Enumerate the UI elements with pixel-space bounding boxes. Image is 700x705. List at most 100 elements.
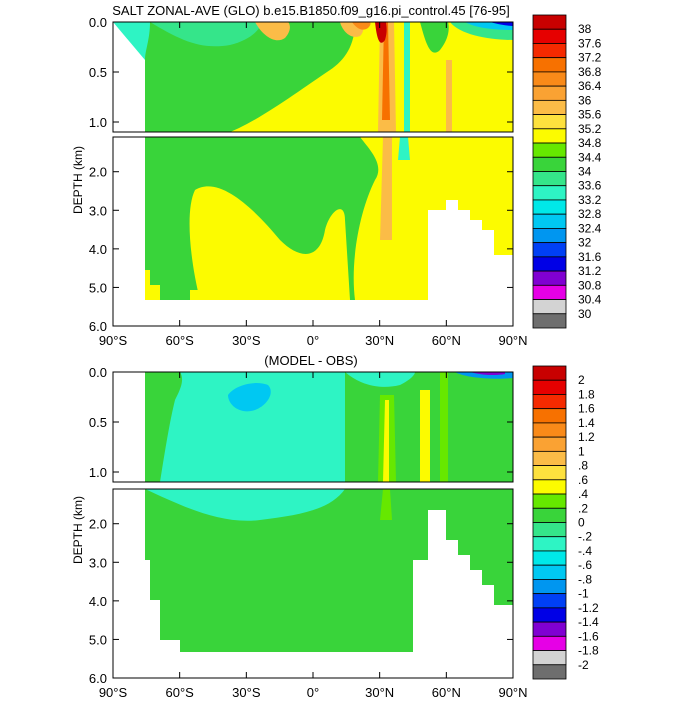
colorbar-box [532, 365, 567, 381]
colorbar-label: -.2 [578, 530, 592, 544]
colorbar-box [532, 550, 567, 566]
colorbar-label: -1.4 [578, 615, 599, 629]
y-tick-label: 5.0 [89, 632, 107, 647]
colorbar-box [532, 664, 567, 680]
seafloor-mask [113, 300, 428, 326]
y-tick-label: 1.0 [89, 465, 107, 480]
x-tick-label: 0° [307, 685, 319, 700]
x-tick-label: 60°N [432, 333, 461, 348]
colorbar-label: 32.4 [578, 221, 602, 235]
colorbar-box [532, 57, 567, 73]
panel-salt: SALT ZONAL-AVE (GLO) b.e15.B1850.f09_g16… [71, 3, 602, 348]
x-tick-label: 90°S [99, 333, 128, 348]
land-arctic-deep [428, 200, 513, 326]
region-southern-surface [113, 22, 150, 60]
colorbar-box [532, 408, 567, 424]
colorbar-box [532, 635, 567, 651]
colorbar-box [532, 270, 567, 286]
region-north-atl-salty [446, 60, 452, 132]
y-tick-label: 3.0 [89, 203, 107, 218]
colorbar-label: 37.2 [578, 51, 602, 65]
colorbar-label: 31.6 [578, 250, 602, 264]
colorbar-box [532, 313, 567, 329]
colorbar-box [532, 142, 567, 158]
y-axis-label: DEPTH (km) [71, 146, 85, 214]
y-ticks-upper: 0.0 0.5 1.0 [89, 365, 513, 480]
colorbar-label: 1.4 [578, 416, 595, 430]
colorbar-label: 2 [578, 373, 585, 387]
field-deep-zero [145, 489, 513, 652]
colorbar-label: 38 [578, 22, 592, 36]
x-ticks: 90°S 60°S 30°S 0° 30°N 60°N 90°N [99, 372, 528, 700]
colorbar-box [532, 242, 567, 258]
region-med-deep-pos [380, 489, 392, 520]
y-tick-label: 2.0 [89, 517, 107, 532]
colorbar-box [532, 564, 567, 580]
colorbar-box [532, 422, 567, 438]
x-tick-label: 30°N [365, 333, 394, 348]
panel-diff: (MODEL - OBS) DEPTH (km) [71, 353, 599, 700]
upper-plot-area [112, 371, 514, 483]
colorbar-label: -2 [578, 658, 589, 672]
x-tick-label: 30°S [232, 333, 261, 348]
colorbar: 21.81.61.41.21.8.6.4.20-.2-.4-.6-.8-1-1.… [532, 365, 599, 680]
colorbar-box [532, 156, 567, 172]
region-36.4 [352, 22, 371, 30]
colorbar-box [532, 213, 567, 229]
colorbar-box [532, 128, 567, 144]
region-34.4 [150, 22, 262, 47]
colorbar-label: 34.4 [578, 150, 602, 164]
panel-title: (MODEL - OBS) [264, 353, 357, 368]
y-tick-label: 1.0 [89, 115, 107, 130]
colorbar-label: 1.8 [578, 387, 595, 401]
region-arctic-fresh [404, 22, 410, 132]
colorbar: 3837.637.236.836.43635.635.234.834.43433… [532, 14, 602, 329]
y-tick-label: 0.0 [89, 15, 107, 30]
y-tick-label: 2.0 [89, 165, 107, 180]
colorbar-box [532, 479, 567, 495]
colorbar-label: 30.4 [578, 293, 602, 307]
colorbar-box [532, 199, 567, 215]
y-tick-label: 5.0 [89, 280, 107, 295]
x-tick-label: 30°S [232, 685, 261, 700]
colorbar-label: 32.8 [578, 207, 602, 221]
x-tick-label: 60°S [165, 685, 194, 700]
colorbar-box [532, 299, 567, 315]
colorbar-box [532, 99, 567, 115]
colorbar-label: .4 [578, 487, 588, 501]
region-north-atl-pos [420, 390, 430, 482]
region-deep-salty [189, 186, 350, 300]
land-arctic-deep [413, 510, 513, 678]
colorbar-label: -1.6 [578, 629, 599, 643]
colorbar-label: 36.8 [578, 65, 602, 79]
colorbar-label: 30 [578, 307, 592, 321]
colorbar-label: 35.6 [578, 108, 602, 122]
region-minus-0.4 [228, 383, 271, 412]
region-neg-north [345, 372, 415, 387]
colorbar-label: .6 [578, 473, 588, 487]
colorbar-label: 37.6 [578, 36, 602, 50]
region-red-sea [375, 22, 387, 43]
colorbar-label: 1 [578, 444, 585, 458]
region-35.6 [255, 22, 290, 41]
colorbar-box [532, 379, 567, 395]
y-ticks-lower: 2.0 3.0 4.0 5.0 6.0 [89, 165, 513, 334]
x-tick-label: 90°N [498, 685, 527, 700]
colorbar-box [532, 436, 567, 452]
y-tick-label: 0.5 [89, 65, 107, 80]
colorbar-label: .8 [578, 459, 588, 473]
region-med-pos2 [383, 400, 389, 482]
colorbar-box [532, 579, 567, 595]
colorbar-box [532, 256, 567, 272]
region-arctic-fresh3 [490, 22, 513, 26]
colorbar-label: -1.8 [578, 644, 599, 658]
region-med-deep [380, 137, 392, 240]
colorbar-label: -.4 [578, 544, 592, 558]
y-tick-label: 6.0 [89, 319, 107, 334]
region-arctic-deep [398, 137, 410, 160]
colorbar-box [532, 450, 567, 466]
colorbar-box [532, 493, 567, 509]
y-tick-label: 4.0 [89, 242, 107, 257]
